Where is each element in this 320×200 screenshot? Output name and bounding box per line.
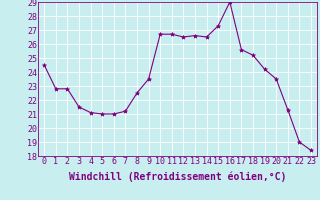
X-axis label: Windchill (Refroidissement éolien,°C): Windchill (Refroidissement éolien,°C) [69, 172, 286, 182]
